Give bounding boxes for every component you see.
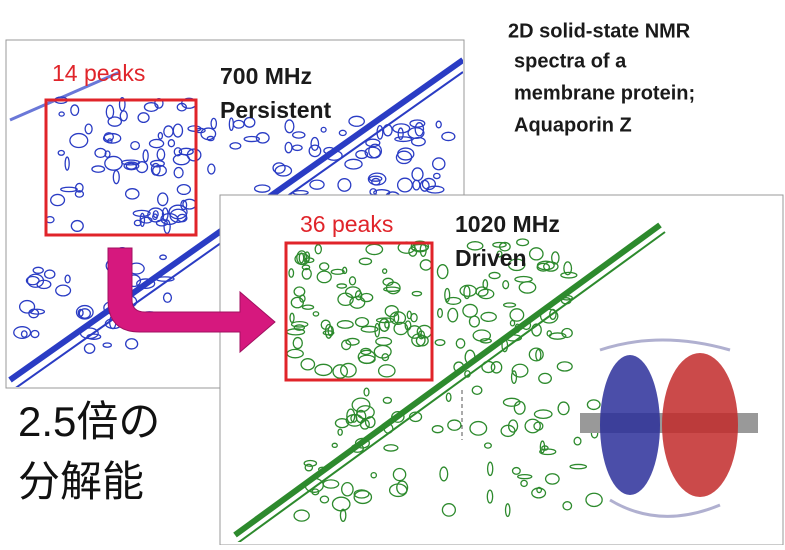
caption-line: 2.5倍の [18, 398, 160, 445]
field-strength: 1020 MHz [455, 211, 560, 237]
page: 2D solid-state NMR spectra of a membrane… [0, 0, 785, 545]
title-line: spectra of a [514, 50, 627, 72]
title-line: 2D solid-state NMR [508, 20, 691, 42]
caption-line: 分解能 [18, 458, 144, 505]
magnet-mode: Persistent [220, 97, 332, 123]
title-line: membrane protein; [514, 82, 695, 104]
slide: 2D solid-state NMR spectra of a membrane… [0, 0, 785, 545]
magnet-mode: Driven [455, 245, 527, 271]
title-line: Aquaporin Z [514, 114, 632, 136]
field-strength: 700 MHz [220, 63, 312, 89]
peak-count: 36 peaks [300, 211, 393, 237]
peak-count: 14 peaks [52, 60, 145, 86]
